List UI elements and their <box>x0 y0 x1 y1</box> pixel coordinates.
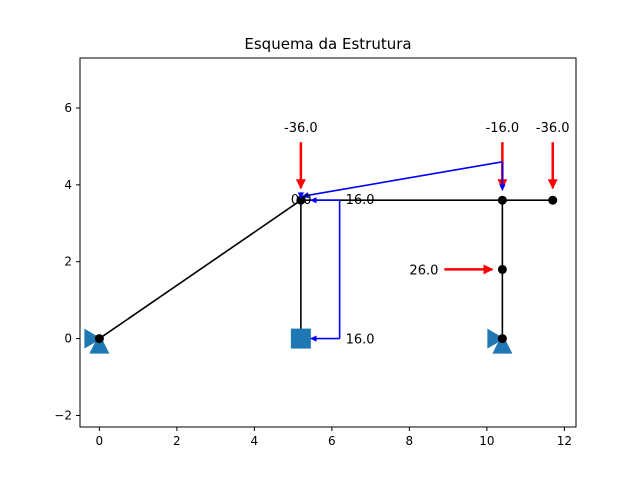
node-point <box>94 334 104 344</box>
x-tick-label: 8 <box>406 434 414 448</box>
axes-frame <box>79 57 577 428</box>
roller-support <box>487 328 505 349</box>
fixed-support <box>290 328 311 349</box>
y-tick-label: 4 <box>64 178 72 192</box>
point-load-label: -36.0 <box>536 121 570 136</box>
y-tick-label: 2 <box>64 255 72 269</box>
node-point <box>497 264 507 274</box>
point-load-label: -36.0 <box>284 121 318 136</box>
y-tick-label: 0 <box>64 332 72 346</box>
point-load-label: 26.0 <box>409 263 438 278</box>
roller-support <box>84 328 102 349</box>
blue-load-label: 16.0 <box>346 193 375 208</box>
point-load-label: -16.0 <box>486 121 520 136</box>
chart-title: Esquema da Estrutura <box>244 35 411 53</box>
x-tick-label: 2 <box>173 434 181 448</box>
node-point <box>497 334 507 344</box>
pin-support <box>492 333 513 354</box>
x-tick-label: 4 <box>251 434 259 448</box>
y-tick-label: −2 <box>54 408 72 422</box>
x-tick-label: 10 <box>479 434 494 448</box>
blue-load-label: 16.0 <box>346 333 375 348</box>
y-tick-label: 6 <box>64 101 72 115</box>
pin-support <box>89 333 110 354</box>
node-point <box>497 195 507 205</box>
member-line <box>98 199 302 340</box>
distributed-line <box>302 160 503 199</box>
x-tick-label: 6 <box>328 434 336 448</box>
x-tick-label: 0 <box>96 434 104 448</box>
x-tick-label: 12 <box>557 434 572 448</box>
node-point <box>548 195 558 205</box>
plot-area: 0 2 4 6 8 10 12 −2 0 2 4 6 -36.0 -16.0 -36.0 26.0 16.0 16… <box>54 57 577 448</box>
joint-label: 0.0 <box>291 193 312 208</box>
